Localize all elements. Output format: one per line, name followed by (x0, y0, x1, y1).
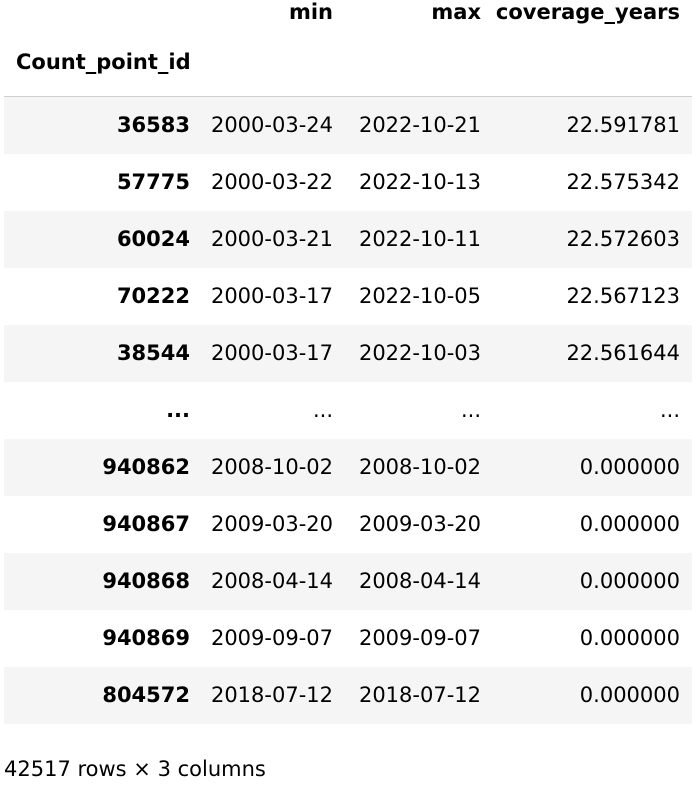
row-index-cell: 940862 (102, 455, 190, 479)
max-cell: 2008-04-14 (358, 569, 481, 593)
max-cell: 2022-10-13 (358, 170, 481, 194)
index-name-header: Count_point_id (16, 50, 191, 74)
min-cell: 2000-03-17 (210, 341, 333, 365)
row-index-cell: 70222 (116, 284, 190, 308)
table-row: 940868 2008-04-14 2008-04-14 0.000000 (4, 552, 692, 610)
column-header-row: min max coverage_years (4, 0, 692, 28)
max-cell: 2022-10-05 (358, 284, 481, 308)
table-row: 940869 2009-09-07 2009-09-07 0.000000 (4, 609, 692, 667)
table-row: 60024 2000-03-21 2022-10-11 22.572603 (4, 210, 692, 268)
blank-header-cell (197, 28, 345, 97)
table-row: 940867 2009-03-20 2009-03-20 0.000000 (4, 495, 692, 553)
table-row: 70222 2000-03-17 2022-10-05 22.567123 (4, 267, 692, 325)
min-cell: 2008-04-14 (210, 569, 333, 593)
table-row: 57775 2000-03-22 2022-10-13 22.575342 (4, 153, 692, 211)
row-index-cell: 57775 (116, 170, 190, 194)
min-cell: 2000-03-22 (210, 170, 333, 194)
row-index-cell: 804572 (102, 683, 190, 707)
index-name-row: Count_point_id (4, 28, 692, 97)
min-cell: 2000-03-17 (210, 284, 333, 308)
row-index-cell: 940869 (102, 626, 190, 650)
blank-header-cell (345, 28, 493, 97)
max-cell: 2009-03-20 (358, 512, 481, 536)
coverage-years-cell: 0.000000 (579, 626, 680, 650)
table-row: 38544 2000-03-17 2022-10-03 22.561644 (4, 324, 692, 382)
coverage-years-cell: 22.591781 (566, 113, 680, 138)
row-index-cell: ... (166, 398, 190, 422)
table-row: 940862 2008-10-02 2008-10-02 0.000000 (4, 438, 692, 496)
coverage-years-cell: 0.000000 (579, 569, 680, 593)
coverage-years-cell: 0.000000 (579, 512, 680, 536)
blank-header-cell (493, 28, 692, 97)
shape-note: 42517 rows × 3 columns (4, 757, 266, 781)
row-index-cell: 38544 (116, 341, 190, 365)
coverage-years-cell: 0.000000 (579, 683, 680, 707)
column-header-max: max (431, 0, 481, 24)
max-cell: 2022-10-11 (358, 227, 481, 251)
min-cell: 2008-10-02 (210, 455, 333, 479)
max-cell: 2008-10-02 (358, 455, 481, 479)
min-cell: 2000-03-24 (210, 113, 333, 138)
table-row: 804572 2018-07-12 2018-07-12 0.000000 (4, 666, 692, 724)
max-cell: 2009-09-07 (358, 626, 481, 650)
coverage-years-cell: 22.567123 (566, 284, 680, 308)
column-header-coverage-years: coverage_years (495, 0, 680, 24)
coverage-years-cell: 0.000000 (579, 455, 680, 479)
min-cell: 2009-09-07 (210, 626, 333, 650)
blank-corner-header (4, 0, 197, 28)
max-cell: ... (460, 398, 481, 422)
dataframe-output: min max coverage_years Count_point_id 36… (4, 0, 692, 724)
row-index-cell: 36583 (116, 113, 190, 138)
row-index-cell: 940867 (102, 512, 190, 536)
min-cell: 2018-07-12 (210, 683, 333, 707)
table-row: 36583 2000-03-24 2022-10-21 22.591781 (4, 96, 692, 154)
coverage-years-cell: ... (659, 398, 680, 422)
max-cell: 2022-10-21 (358, 113, 481, 138)
row-index-cell: 940868 (102, 569, 190, 593)
min-cell: 2000-03-21 (210, 227, 333, 251)
table-body: 36583 2000-03-24 2022-10-21 22.591781 57775 2… (4, 96, 692, 724)
max-cell: 2022-10-03 (358, 341, 481, 365)
dataframe-table: min max coverage_years Count_point_id 36… (4, 0, 692, 724)
min-cell: ... (312, 398, 333, 422)
row-index-cell: 60024 (116, 227, 190, 251)
coverage-years-cell: 22.572603 (566, 227, 680, 251)
max-cell: 2018-07-12 (358, 683, 481, 707)
coverage-years-cell: 22.561644 (566, 341, 680, 365)
column-header-min: min (288, 0, 333, 24)
coverage-years-cell: 22.575342 (566, 170, 680, 194)
table-header: min max coverage_years Count_point_id (4, 0, 692, 97)
min-cell: 2009-03-20 (210, 512, 333, 536)
table-row: ............ (4, 381, 692, 439)
